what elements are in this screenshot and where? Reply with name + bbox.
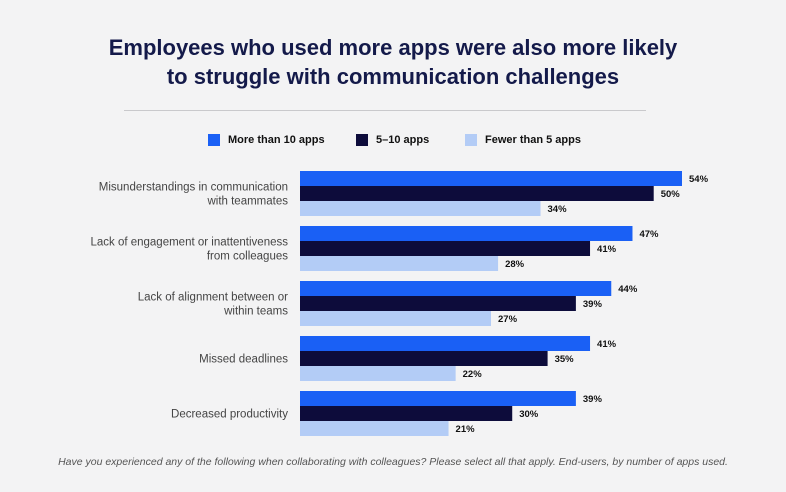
chart-title-line-2: to struggle with communication challenge…	[166, 64, 620, 89]
bar-more-than-10-apps-lack-of-alignment-between-or-within-team	[300, 281, 612, 296]
category-label-misunderstandings-in-communication-with-: Misunderstandings in communication with t…	[99, 182, 288, 208]
category-label-missed-deadlines: Missed deadlines	[199, 354, 288, 366]
bar-more-than-10-apps-missed-deadlines	[300, 336, 591, 351]
bar-fewer-than-5-apps-lack-of-alignment-between-or-within-team	[300, 311, 491, 326]
category-label-line: Misunderstandings in communication	[99, 182, 288, 194]
legend-item-more-than-10: More than 10 apps	[208, 131, 325, 149]
legend-item-5-10: 5–10 apps	[356, 131, 429, 149]
value-label-fewer-than-5-apps-missed-deadlines: 22%	[463, 369, 483, 380]
title-divider	[124, 110, 646, 111]
legend: More than 10 apps 5–10 apps Fewer than 5…	[0, 131, 786, 149]
bar-5-10-apps-misunderstandings-in-communication-with-	[300, 186, 654, 201]
bar-fewer-than-5-apps-misunderstandings-in-communication-with-	[300, 201, 541, 216]
bar-fewer-than-5-apps-decreased-productivity	[300, 421, 449, 436]
value-label-5-10-apps-missed-deadlines: 35%	[555, 354, 575, 365]
bar-more-than-10-apps-decreased-productivity	[300, 391, 576, 406]
category-label-line: Missed deadlines	[199, 354, 288, 366]
bar-more-than-10-apps-lack-of-engagement-or-inattentiveness-fr	[300, 226, 633, 241]
category-label-line: from colleagues	[207, 251, 288, 263]
category-label-line: with teammates	[206, 196, 288, 208]
footnote: Have you experienced any of the followin…	[58, 456, 728, 468]
bar-more-than-10-apps-misunderstandings-in-communication-with-	[300, 171, 682, 186]
value-label-5-10-apps-lack-of-engagement-or-inattentiveness-fr: 41%	[597, 244, 617, 255]
bar-5-10-apps-lack-of-alignment-between-or-within-team	[300, 296, 576, 311]
value-label-5-10-apps-decreased-productivity: 30%	[519, 409, 539, 420]
category-label-decreased-productivity: Decreased productivity	[171, 409, 288, 421]
value-label-more-than-10-apps-decreased-productivity: 39%	[583, 394, 603, 405]
value-label-more-than-10-apps-lack-of-alignment-between-or-within-team: 44%	[618, 284, 638, 295]
value-label-more-than-10-apps-missed-deadlines: 41%	[597, 339, 617, 350]
bar-5-10-apps-lack-of-engagement-or-inattentiveness-fr	[300, 241, 591, 256]
category-label-line: Decreased productivity	[171, 409, 288, 421]
value-label-more-than-10-apps-lack-of-engagement-or-inattentiveness-fr: 47%	[639, 229, 659, 240]
category-label-line: within teams	[223, 306, 288, 318]
value-label-fewer-than-5-apps-misunderstandings-in-communication-with-: 34%	[548, 204, 568, 215]
legend-swatch-more-than-10	[208, 134, 220, 146]
legend-label-fewer-than-5: Fewer than 5 apps	[485, 134, 581, 146]
bar-fewer-than-5-apps-missed-deadlines	[300, 366, 456, 381]
legend-swatch-5-10	[356, 134, 368, 146]
category-label-lack-of-engagement-or-inattentiveness-fr: Lack of engagement or inattentiveness fro…	[90, 237, 288, 263]
value-label-fewer-than-5-apps-lack-of-engagement-or-inattentiveness-fr: 28%	[505, 259, 525, 270]
category-label-line: Lack of engagement or inattentiveness	[90, 237, 288, 249]
category-label-lack-of-alignment-between-or-within-team: Lack of alignment between or within teams	[138, 292, 288, 318]
category-label-line: Lack of alignment between or	[138, 292, 288, 304]
bar-5-10-apps-missed-deadlines	[300, 351, 548, 366]
legend-label-more-than-10: More than 10 apps	[228, 134, 325, 146]
chart-title-line-1: Employees who used more apps were also m…	[108, 35, 678, 60]
value-label-more-than-10-apps-misunderstandings-in-communication-with-: 54%	[689, 174, 709, 185]
legend-label-5-10: 5–10 apps	[376, 134, 430, 146]
value-label-5-10-apps-lack-of-alignment-between-or-within-team: 39%	[583, 299, 603, 310]
value-label-fewer-than-5-apps-lack-of-alignment-between-or-within-team: 27%	[498, 314, 518, 325]
chart-title: Employees who used more apps were also m…	[0, 33, 786, 91]
value-label-fewer-than-5-apps-decreased-productivity: 21%	[456, 424, 476, 435]
bar-fewer-than-5-apps-lack-of-engagement-or-inattentiveness-fr	[300, 256, 499, 271]
legend-item-fewer-than-5: Fewer than 5 apps	[465, 131, 581, 149]
bar-5-10-apps-decreased-productivity	[300, 406, 513, 421]
value-label-5-10-apps-misunderstandings-in-communication-with-: 50%	[661, 189, 681, 200]
legend-swatch-fewer-than-5	[465, 134, 477, 146]
